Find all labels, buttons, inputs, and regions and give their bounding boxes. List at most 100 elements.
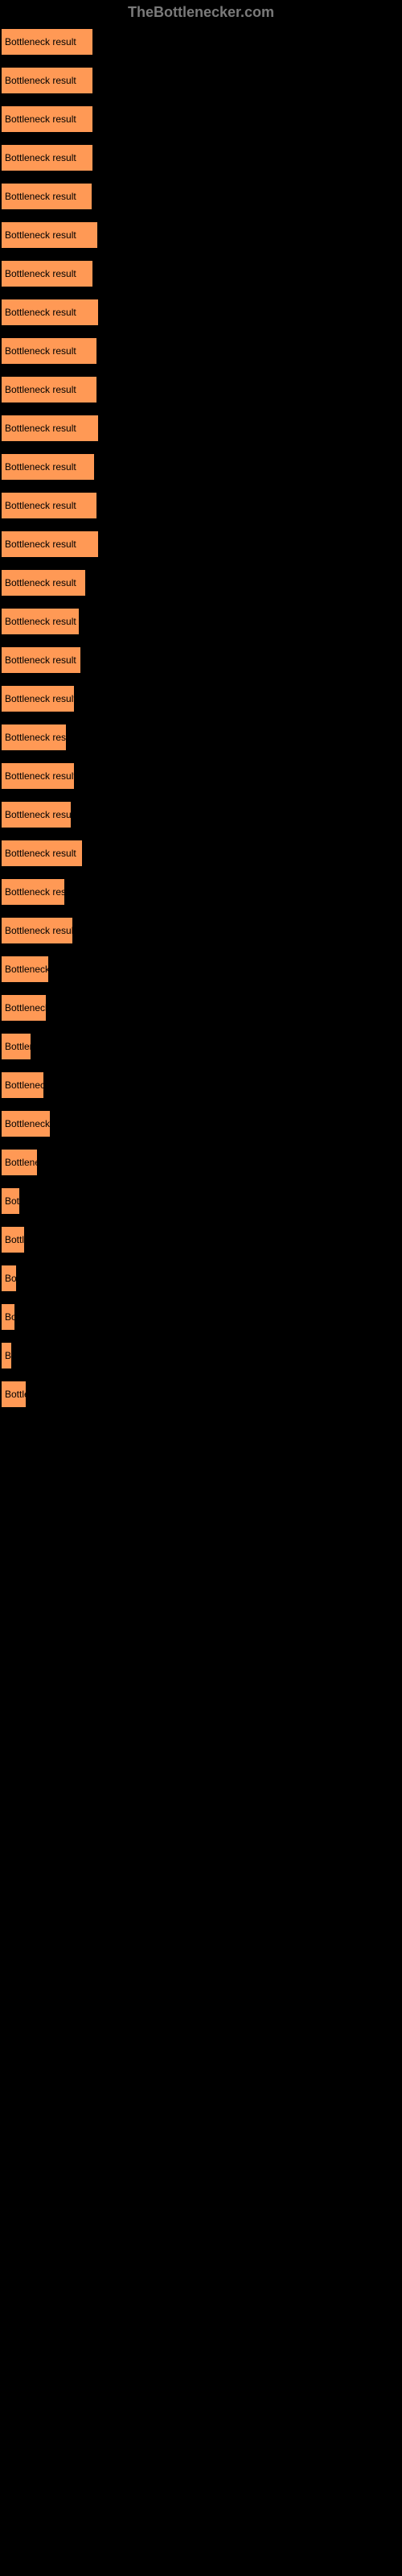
bar: Bottleneck result (2, 1111, 50, 1137)
bar-text: Bottleneck result (5, 809, 76, 820)
bar-text: Bottleneck result (5, 886, 76, 898)
bar: Bottleneck result (2, 763, 74, 789)
bar: Bottleneck result (2, 145, 92, 171)
bar-row: Bottleneck result (2, 298, 402, 325)
bar-row: Bottleneck result (2, 182, 402, 209)
bar-text: Bottleneck result (5, 577, 76, 588)
bar-row: Bottleneck result (2, 27, 402, 55)
bar-row: Bottleneck result (2, 1032, 402, 1059)
bar: Bottleneck result (2, 1072, 43, 1098)
bar-row: Bottleneck result (2, 1225, 402, 1253)
bar-text: Bottleneck result (5, 1350, 76, 1361)
bar: Bottleneck result (2, 802, 71, 828)
bar: Bottleneck result (2, 724, 66, 750)
bar: Bottleneck result (2, 299, 98, 325)
bar-row: Bottleneck result (2, 1148, 402, 1175)
bar-row: Bottleneck result (2, 839, 402, 866)
bar: Bottleneck result (2, 956, 48, 982)
bar-text: Bottleneck result (5, 36, 76, 47)
bar-text: Bottleneck result (5, 1041, 76, 1052)
bar-text: Bottleneck result (5, 307, 76, 318)
bar-row: Bottleneck result (2, 568, 402, 596)
bar-text: Bottleneck result (5, 461, 76, 473)
bar-text: Bottleneck result (5, 1157, 76, 1168)
bar-row: Bottleneck result (2, 800, 402, 828)
bar-row: Bottleneck result (2, 684, 402, 712)
bar-text: Bottleneck result (5, 1311, 76, 1323)
bar-text: Bottleneck result (5, 964, 76, 975)
site-header: TheBottlenecker.com (0, 4, 402, 21)
bar: Bottleneck result (2, 1150, 37, 1175)
bar: Bottleneck result (2, 918, 72, 943)
bar-text: Bottleneck result (5, 616, 76, 627)
bar-text: Bottleneck result (5, 345, 76, 357)
bar: Bottleneck result (2, 184, 92, 209)
bar-text: Bottleneck result (5, 848, 76, 859)
bar: Bottleneck result (2, 454, 94, 480)
bar-row: Bottleneck result (2, 259, 402, 287)
bar: Bottleneck result (2, 1381, 26, 1407)
bar: Bottleneck result (2, 879, 64, 905)
bar-row: Bottleneck result (2, 143, 402, 171)
bar: Bottleneck result (2, 531, 98, 557)
bar-row: Bottleneck result (2, 452, 402, 480)
bar-text: Bottleneck result (5, 1234, 76, 1245)
bar: Bottleneck result (2, 647, 80, 673)
bar-row: Bottleneck result (2, 877, 402, 905)
bar: Bottleneck result (2, 415, 98, 441)
bar-row: Bottleneck result (2, 66, 402, 93)
bar-row: Bottleneck result (2, 491, 402, 518)
bar-row: Bottleneck result (2, 375, 402, 402)
bar: Bottleneck result (2, 1265, 16, 1291)
bar-row: Bottleneck result (2, 1380, 402, 1407)
bar: Bottleneck result (2, 1343, 11, 1368)
bar-text: Bottleneck result (5, 384, 76, 395)
bar-row: Bottleneck result (2, 336, 402, 364)
bar-row: Bottleneck result (2, 723, 402, 750)
bar-text: Bottleneck result (5, 1273, 76, 1284)
bar-row: Bottleneck result (2, 955, 402, 982)
bar-row: Bottleneck result (2, 1264, 402, 1291)
bar: Bottleneck result (2, 686, 74, 712)
bar-text: Bottleneck result (5, 229, 76, 241)
bar-row: Bottleneck result (2, 762, 402, 789)
bar: Bottleneck result (2, 222, 97, 248)
bar: Bottleneck result (2, 570, 85, 596)
bar: Bottleneck result (2, 338, 96, 364)
bar-text: Bottleneck result (5, 654, 76, 666)
bar-row: Bottleneck result (2, 993, 402, 1021)
bar: Bottleneck result (2, 1227, 24, 1253)
bar-row: Bottleneck result (2, 1109, 402, 1137)
bar: Bottleneck result (2, 377, 96, 402)
bar: Bottleneck result (2, 1304, 14, 1330)
bar: Bottleneck result (2, 1034, 31, 1059)
bar-text: Bottleneck result (5, 268, 76, 279)
bar-row: Bottleneck result (2, 105, 402, 132)
bar-row: Bottleneck result (2, 607, 402, 634)
bar-text: Bottleneck result (5, 114, 76, 125)
bar-text: Bottleneck result (5, 1080, 76, 1091)
bar-text: Bottleneck result (5, 693, 76, 704)
bar-row: Bottleneck result (2, 530, 402, 557)
bar: Bottleneck result (2, 840, 82, 866)
bar: Bottleneck result (2, 609, 79, 634)
bar-text: Bottleneck result (5, 770, 76, 782)
bar: Bottleneck result (2, 261, 92, 287)
bar-text: Bottleneck result (5, 732, 76, 743)
bar-row: Bottleneck result (2, 414, 402, 441)
bar-row: Bottleneck result (2, 1341, 402, 1368)
bar-text: Bottleneck result (5, 1118, 76, 1129)
bar-text: Bottleneck result (5, 500, 76, 511)
bar: Bottleneck result (2, 29, 92, 55)
bar-row: Bottleneck result (2, 1071, 402, 1098)
bar-row: Bottleneck result (2, 1302, 402, 1330)
bar-text: Bottleneck result (5, 75, 76, 86)
bar: Bottleneck result (2, 995, 46, 1021)
bottleneck-chart: Bottleneck resultBottleneck resultBottle… (0, 27, 402, 1407)
bar-text: Bottleneck result (5, 1002, 76, 1013)
bar-text: Bottleneck result (5, 1389, 76, 1400)
bar-text: Bottleneck result (5, 539, 76, 550)
bar-text: Bottleneck result (5, 925, 76, 936)
bar: Bottleneck result (2, 493, 96, 518)
bar-text: Bottleneck result (5, 423, 76, 434)
